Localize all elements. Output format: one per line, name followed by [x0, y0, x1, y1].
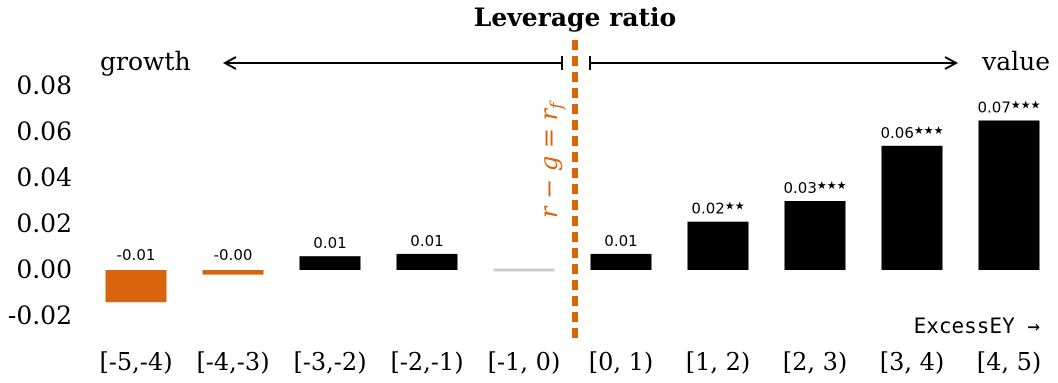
bars	[105, 120, 1040, 303]
bar	[105, 270, 167, 303]
bar	[299, 256, 361, 270]
data-label: 0.01	[313, 234, 346, 252]
data-label: -0.00	[214, 246, 253, 264]
data-label-value: 0.02	[691, 200, 724, 218]
bar	[396, 253, 458, 270]
x-tick-label: [-2,-1)	[390, 348, 463, 376]
growth-arrow-head	[222, 56, 237, 70]
significance-stars: ★★★	[914, 124, 944, 137]
data-label-value: 0.01	[410, 232, 443, 250]
data-label: 0.01	[604, 232, 637, 250]
x-tick-label: [3, 4)	[880, 348, 945, 376]
y-axis-ticks: 0.08 0.06 0.04 0.02 0.00 -0.02	[8, 71, 72, 330]
data-label: 0.06★★★	[881, 124, 944, 142]
data-label: 0.03★★★	[784, 179, 847, 197]
data-label: 0.01	[410, 232, 443, 250]
data-label-value: -0.00	[214, 246, 253, 264]
bar	[687, 221, 749, 270]
bar	[202, 270, 264, 275]
significance-stars: ★★★	[1011, 99, 1041, 112]
y-tick-label: 0.04	[16, 163, 72, 192]
y-tick-label: 0.06	[16, 117, 72, 146]
growth-label: growth	[100, 47, 191, 76]
data-label-value: -0.01	[117, 246, 156, 264]
x-tick-label: [-4,-3)	[196, 348, 269, 376]
data-label-value: 0.03	[784, 179, 817, 197]
threshold-label-sub: f	[547, 100, 567, 111]
data-label-value: 0.07	[978, 99, 1011, 117]
chart-title: Leverage ratio	[474, 3, 676, 32]
x-tick-label: [2, 3)	[783, 348, 848, 376]
y-tick-label: 0.00	[16, 255, 72, 284]
data-label-value: 0.01	[313, 234, 346, 252]
data-labels: -0.01 -0.000.01 0.01 0.010.02★★0.03★★★0.06★…	[117, 99, 1041, 265]
x-axis-ticks: [-5,-4) [-4,-3) [-3,-2) [-2,-1) [-1, 0) [0, 1…	[99, 348, 1041, 376]
x-tick-label: [-3,-2)	[293, 348, 366, 376]
threshold-label-main: r − g = r	[535, 107, 563, 218]
threshold-label: r − g = rf	[535, 100, 567, 218]
bar	[784, 201, 846, 270]
x-tick-label: [1, 2)	[686, 348, 751, 376]
data-label: 0.02★★	[691, 200, 744, 218]
bar	[881, 145, 943, 270]
significance-stars: ★★★	[817, 179, 847, 192]
data-label: -0.01	[117, 246, 156, 264]
y-tick-label: -0.02	[8, 301, 72, 330]
data-label-value: 0.06	[881, 124, 914, 142]
bar	[590, 253, 652, 270]
data-label-value: 0.01	[604, 232, 637, 250]
value-arrow-head	[944, 56, 959, 70]
bar	[978, 120, 1040, 270]
x-tick-label: [-5,-4)	[99, 348, 172, 376]
x-tick-label: [4, 5)	[977, 348, 1042, 376]
significance-stars: ★★	[725, 200, 745, 213]
bar	[493, 268, 555, 272]
data-label: 0.07★★★	[978, 99, 1041, 117]
x-tick-label: [0, 1)	[589, 348, 654, 376]
y-tick-label: 0.02	[16, 209, 72, 238]
x-tick-label: [-1, 0)	[488, 348, 561, 376]
direction-arrows: growth value	[100, 47, 1050, 76]
y-tick-label: 0.08	[16, 71, 72, 100]
value-label: value	[981, 47, 1050, 76]
x-axis-label: ExcessEY →	[914, 314, 1040, 338]
